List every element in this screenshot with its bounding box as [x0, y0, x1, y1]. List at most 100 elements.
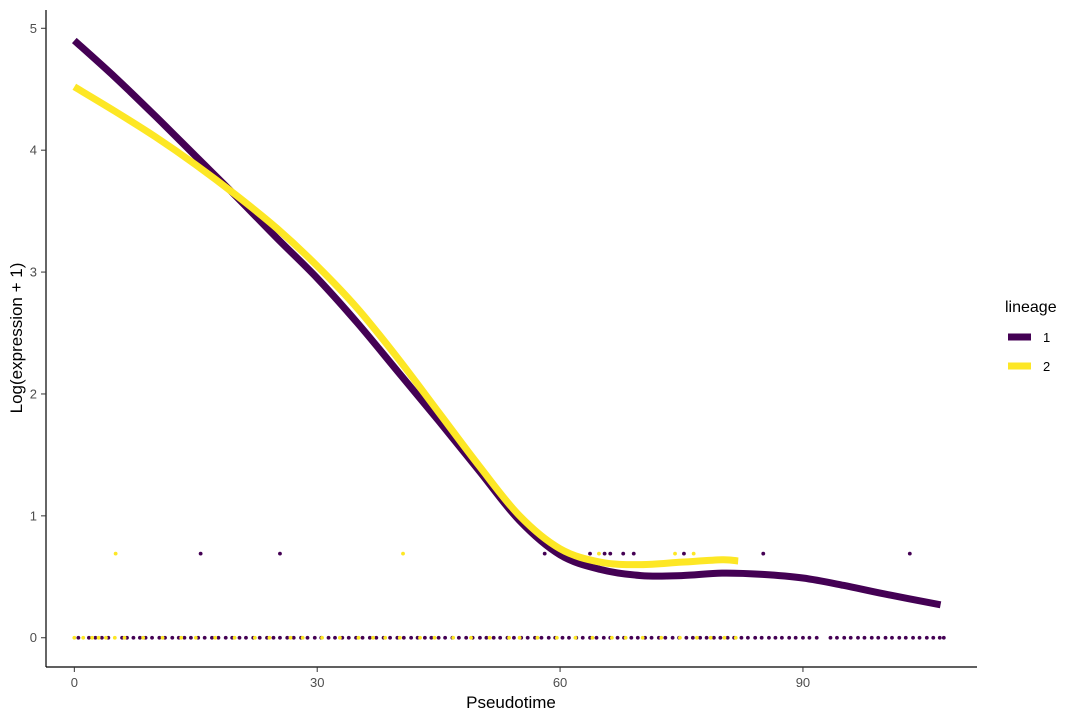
data-point-lineage-2: [401, 551, 405, 556]
data-point-lineage-2: [535, 635, 540, 640]
data-point-lineage-1: [615, 635, 620, 640]
data-point-lineage-1: [629, 635, 634, 640]
data-point-lineage-2: [383, 635, 388, 640]
data-point-lineage-2: [469, 635, 473, 640]
data-point-lineage-1: [698, 635, 703, 640]
data-point-lineage-2: [517, 635, 522, 640]
data-point-lineage-1: [202, 635, 207, 640]
data-point-lineage-1: [704, 635, 709, 640]
data-point-lineage-1: [198, 551, 203, 556]
data-point-lineage-1: [182, 635, 187, 640]
x-tick-label: 0: [71, 675, 78, 690]
y-tick-label: 2: [30, 386, 37, 401]
data-point-lineage-1: [663, 635, 668, 640]
data-point-lineage-1: [170, 635, 175, 640]
x-tick-label: 90: [796, 675, 810, 690]
data-point-lineage-2: [451, 635, 456, 640]
data-point-lineage-2: [418, 635, 422, 640]
data-point-lineage-1: [291, 635, 296, 640]
x-tick-label: 30: [310, 675, 324, 690]
data-point-lineage-1: [93, 635, 98, 640]
data-point-lineage-1: [422, 635, 427, 640]
data-point-lineage-1: [429, 635, 434, 640]
data-point-lineage-1: [856, 635, 860, 640]
data-point-lineage-2: [590, 635, 595, 640]
data-point-lineage-1: [621, 551, 626, 556]
data-point-lineage-1: [807, 635, 812, 640]
legend-title: lineage: [1005, 299, 1057, 316]
data-point-lineage-2: [487, 635, 492, 640]
data-point-lineage-1: [903, 635, 908, 640]
data-point-lineage-1: [608, 551, 613, 556]
data-point-lineage-1: [333, 635, 337, 640]
data-point-lineage-1: [326, 635, 331, 640]
data-point-lineage-1: [924, 635, 929, 640]
data-point-lineage-1: [937, 635, 942, 640]
data-point-lineage-1: [682, 551, 686, 556]
data-point-lineage-2: [288, 635, 293, 640]
data-point-lineage-2: [96, 635, 101, 640]
data-point-lineage-2: [677, 635, 682, 640]
data-point-lineage-1: [725, 635, 730, 640]
data-point-lineage-2: [432, 635, 437, 640]
data-point-lineage-2: [640, 635, 645, 640]
smooth-curve-lineage-2: [72, 83, 739, 569]
data-point-lineage-1: [189, 635, 193, 640]
data-point-lineage-2: [659, 635, 664, 640]
y-tick-label: 1: [30, 508, 37, 523]
curves-layer: [71, 37, 942, 609]
data-point-lineage-1: [917, 635, 922, 640]
points-layer: [72, 551, 946, 640]
data-point-lineage-1: [753, 635, 758, 640]
data-point-lineage-1: [842, 635, 847, 640]
data-point-lineage-1: [649, 635, 654, 640]
data-point-lineage-1: [542, 551, 547, 556]
data-point-lineage-1: [546, 635, 551, 640]
data-point-lineage-1: [631, 551, 636, 556]
data-point-lineage-2: [72, 635, 77, 640]
data-point-lineage-2: [160, 635, 165, 640]
data-point-lineage-2: [267, 635, 272, 640]
data-point-lineage-1: [346, 635, 351, 640]
data-point-lineage-2: [179, 635, 184, 640]
data-point-lineage-2: [104, 635, 108, 640]
data-point-lineage-2: [300, 635, 305, 640]
data-point-lineage-1: [150, 635, 154, 640]
data-point-lineage-2: [691, 551, 696, 556]
data-point-lineage-1: [793, 635, 798, 640]
data-point-lineage-1: [512, 635, 516, 640]
data-point-lineage-2: [90, 635, 95, 640]
data-point-lineage-1: [388, 635, 392, 640]
data-point-lineage-2: [733, 635, 738, 640]
data-point-lineage-1: [498, 635, 503, 640]
data-point-lineage-1: [76, 635, 81, 640]
data-point-lineage-2: [337, 635, 342, 640]
data-point-lineage-1: [890, 635, 894, 640]
data-point-lineage-2: [320, 635, 324, 640]
data-point-lineage-1: [883, 635, 888, 640]
data-point-lineage-1: [761, 551, 766, 556]
data-point-lineage-1: [567, 635, 571, 640]
data-point-lineage-2: [112, 635, 117, 640]
data-point-lineage-1: [478, 635, 482, 640]
data-point-lineage-1: [305, 635, 310, 640]
data-point-lineage-1: [931, 635, 936, 640]
data-point-lineage-2: [252, 635, 257, 640]
y-tick-label: 5: [30, 21, 37, 36]
data-point-lineage-1: [911, 635, 915, 640]
data-point-lineage-1: [602, 551, 607, 556]
data-point-lineage-1: [876, 635, 881, 640]
data-point-lineage-1: [223, 635, 228, 640]
y-tick-label: 3: [30, 265, 37, 280]
data-point-lineage-1: [907, 551, 912, 556]
data-point-lineage-2: [356, 635, 361, 640]
data-point-lineage-1: [257, 635, 262, 640]
data-point-lineage-2: [573, 635, 578, 640]
data-point-lineage-1: [580, 635, 585, 640]
data-point-lineage-1: [271, 635, 276, 640]
data-point-lineage-1: [484, 635, 489, 640]
x-axis-title: Pseudotime: [466, 693, 556, 712]
